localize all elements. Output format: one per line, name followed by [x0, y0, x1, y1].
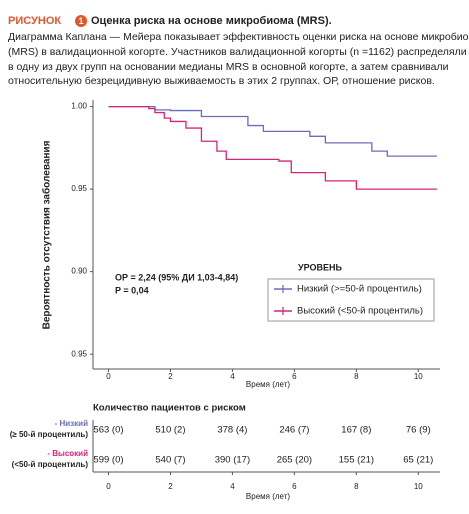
risk-row-label: (≥ 50-й процентиль) — [10, 430, 89, 439]
risk-x-axis-label: Время (лет) — [246, 492, 290, 501]
x-tick-label: 10 — [414, 372, 423, 381]
risk-count: 510 (2) — [155, 425, 185, 436]
risk-count: 246 (7) — [279, 425, 309, 436]
legend-box — [267, 278, 435, 322]
risk-count: 378 (4) — [217, 425, 247, 436]
y-tick-label: 0.90 — [71, 267, 87, 276]
caption-line: в одну из двух групп на основании медиан… — [8, 61, 449, 73]
x-tick-label: 2 — [168, 372, 173, 381]
x-tick-label: 6 — [292, 372, 297, 381]
risk-table-title: Количество пациентов с риском — [93, 403, 246, 414]
risk-count: 390 (17) — [215, 455, 250, 466]
risk-x-tick-label: 0 — [106, 482, 111, 491]
survival-curve — [108, 105, 437, 157]
legend-label: Низкий (>=50-й процентиль) — [297, 284, 422, 295]
caption-line: относительную безрецидивную выживаемость… — [8, 75, 435, 87]
x-tick-label: 8 — [354, 372, 359, 381]
risk-count: 155 (21) — [339, 455, 374, 466]
figure-label: РИСУНОК — [8, 15, 61, 27]
risk-row-label: (<50-й процентиль) — [12, 460, 89, 469]
risk-count: 167 (8) — [341, 425, 371, 436]
figure-title: Оценка риска на основе микробиома (MRS). — [91, 15, 332, 27]
risk-count: 265 (20) — [277, 455, 312, 466]
risk-row-label: - Низкий — [55, 419, 88, 428]
risk-x-tick-label: 8 — [354, 482, 359, 491]
legend-title: УРОВЕНЬ — [298, 262, 342, 272]
y-tick-label: 0.95 — [71, 184, 87, 193]
y-axis-label: Вероятность отсутствия заболевания — [41, 140, 53, 329]
x-axis-label: Время (лет) — [246, 380, 290, 389]
figure-number-badge — [75, 15, 87, 27]
legend-label: Высокий (<50-й процентиль) — [297, 306, 423, 317]
risk-x-tick-label: 4 — [230, 482, 235, 491]
caption-line: Диаграмма Каплана — Мейера показывает эф… — [8, 31, 469, 43]
figure-number: 1 — [78, 16, 83, 26]
y-tick-label: 0.95 — [71, 349, 87, 358]
risk-x-tick-label: 2 — [168, 482, 173, 491]
x-tick-label: 4 — [230, 372, 235, 381]
risk-count: 65 (21) — [403, 455, 433, 466]
risk-row-label: - Высокий — [47, 449, 88, 458]
y-tick-label: 1.00 — [71, 102, 87, 111]
survival-curve — [108, 105, 437, 190]
risk-count: 540 (7) — [155, 455, 185, 466]
caption-line: (MRS) в валидационной когорте. Участнико… — [8, 46, 467, 58]
risk-x-tick-label: 6 — [292, 482, 297, 491]
annotation: ОР = 2,24 (95% ДИ 1,03-4,84) — [115, 272, 238, 282]
risk-count: 76 (9) — [406, 425, 431, 436]
risk-count: 599 (0) — [93, 455, 123, 466]
annotation: P = 0,04 — [115, 285, 149, 295]
x-tick-label: 0 — [106, 372, 111, 381]
risk-count: 563 (0) — [93, 425, 123, 436]
risk-x-tick-label: 10 — [414, 482, 423, 491]
